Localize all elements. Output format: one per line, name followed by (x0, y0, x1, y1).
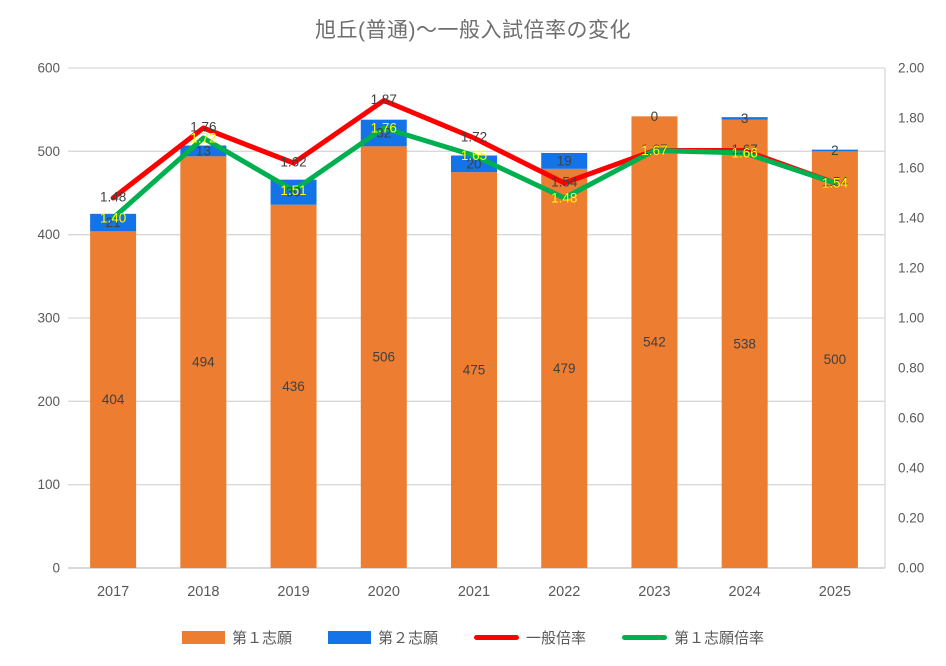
bar-segment-dai2-shigan (180, 145, 227, 157)
x-axis-category-label: 2023 (638, 584, 670, 600)
chart-legend: 第１志願 第２志願 一般倍率 第１志願倍率 (0, 622, 946, 652)
secondary-y-axis-tick-label: 0.40 (898, 461, 924, 476)
line-swatch-icon (474, 634, 519, 640)
line-value-label-dai1-bairitsu: 1.40 (100, 211, 126, 226)
y-axis-tick-label: 300 (37, 311, 60, 326)
bar-value-label-dai2: 32 (376, 126, 391, 141)
bar-value-label-dai1: 494 (192, 355, 215, 370)
secondary-y-axis-tick-label: 1.20 (898, 261, 924, 276)
x-axis-category-label: 2025 (819, 584, 851, 600)
x-axis-category-label: 2019 (277, 584, 309, 600)
line-value-label-dai1-bairitsu: 1.72 (190, 131, 216, 146)
bar-value-label-dai1: 500 (824, 352, 847, 367)
x-axis-category-label: 2017 (97, 584, 129, 600)
line-value-label-ippan: 1.87 (371, 92, 397, 107)
bar-segment-dai1-shigan (360, 146, 407, 569)
line-value-label-dai1-bairitsu: 1.66 (732, 146, 758, 161)
bar-value-label-dai1: 538 (733, 336, 756, 351)
line-value-label-dai1-bairitsu: 1.48 (551, 191, 577, 206)
secondary-y-axis-tick-label: 0.20 (898, 511, 924, 526)
bar-value-label-dai2: 0 (651, 109, 659, 124)
bar-segment-dai2-shigan (90, 213, 137, 232)
bar-segment-dai1-shigan (811, 151, 858, 569)
legend-item-dai2-shigan: 第２志願 (327, 627, 438, 648)
x-axis-category-label: 2021 (458, 584, 490, 600)
line-value-label-ippan: 1.48 (100, 190, 126, 205)
line-value-label-ippan: 1.67 (732, 142, 758, 157)
bar-value-label-dai2: 13 (196, 143, 211, 158)
bar-swatch-icon (181, 630, 225, 644)
line-value-label-dai1-bairitsu: 1.65 (461, 148, 487, 163)
bar-value-label-dai2: 19 (557, 153, 572, 168)
bar-value-label-dai1: 542 (643, 335, 666, 350)
line-value-label-ippan: 1.54 (822, 175, 849, 190)
bar-segment-dai2-shigan (811, 149, 858, 152)
bar-segment-dai1-shigan (451, 172, 497, 568)
bar-value-label-dai2: 20 (466, 156, 481, 171)
y-axis-tick-label: 600 (37, 61, 60, 76)
x-axis-category-label: 2020 (368, 584, 400, 600)
legend-item-ippan-bairitsu: 一般倍率 (474, 627, 586, 648)
chart-title: 旭丘(普通)～一般入試倍率の変化 (315, 19, 631, 42)
legend-label: 一般倍率 (526, 629, 587, 647)
bar-segment-dai1-shigan (270, 204, 317, 568)
y-axis-tick-label: 400 (37, 227, 60, 242)
bar-segment-dai1-shigan (180, 156, 227, 569)
line-value-label-dai1-bairitsu: 1.76 (371, 121, 397, 136)
bar-value-label-dai2: 30 (286, 185, 301, 200)
line-series-dai1-shigan-bairitsu (110, 125, 838, 221)
bar-value-label-dai1: 506 (373, 350, 396, 365)
legend-item-dai1-shigan: 第１志願 (181, 627, 292, 648)
secondary-y-axis-tick-label: 0.60 (898, 411, 924, 426)
y-axis-tick-label: 500 (37, 144, 60, 159)
bar-swatch-icon (327, 630, 371, 644)
legend-label: 第１志願 (231, 629, 292, 647)
bar-value-label-dai2: 3 (741, 111, 749, 126)
line-value-label-dai1-bairitsu: 1.54 (822, 176, 849, 191)
secondary-y-axis-tick-label: 1.40 (898, 211, 924, 226)
bar-value-label-dai2: 2 (831, 143, 839, 158)
x-axis-category-label: 2018 (187, 584, 219, 600)
secondary-y-axis-tick-label: 0.00 (898, 561, 924, 576)
bar-segment-dai2-shigan (541, 153, 588, 169)
bar-segment-dai1-shigan (90, 231, 137, 569)
x-axis-category-label: 2022 (548, 584, 580, 600)
secondary-y-axis-tick-label: 0.80 (898, 361, 924, 376)
line-swatch-icon (622, 634, 668, 640)
line-value-label-ippan: 1.54 (551, 175, 578, 190)
bar-segment-dai1-shigan (541, 168, 588, 569)
bar-segment-dai2-shigan (721, 117, 768, 120)
line-value-label-dai1-bairitsu: 1.51 (280, 183, 306, 198)
bar-value-label-dai2: 21 (106, 215, 121, 230)
bar-segment-dai1-shigan (721, 119, 768, 569)
bar-value-label-dai1: 404 (102, 392, 125, 407)
y-axis-tick-label: 0 (52, 561, 60, 576)
secondary-y-axis-tick-label: 2.00 (898, 61, 924, 76)
legend-label: 第２志願 (377, 629, 438, 647)
bar-segment-dai1-shigan (631, 116, 678, 568)
y-axis-tick-label: 100 (37, 477, 60, 492)
bar-value-label-dai1: 475 (463, 363, 486, 378)
line-value-label-ippan: 1.67 (641, 142, 667, 157)
legend-item-dai1-shigan-bairitsu: 第１志願倍率 (622, 627, 764, 648)
bar-value-label-dai1: 436 (282, 379, 305, 394)
line-value-label-ippan: 1.72 (461, 130, 487, 145)
secondary-y-axis-tick-label: 1.60 (898, 161, 924, 176)
line-value-label-ippan: 1.62 (280, 155, 306, 170)
line-value-label-dai1-bairitsu: 1.67 (641, 143, 667, 158)
legend-label: 第１志願倍率 (674, 629, 765, 647)
secondary-y-axis-tick-label: 1.00 (898, 311, 924, 326)
line-value-label-ippan: 1.76 (190, 120, 216, 135)
secondary-y-axis-tick-label: 1.80 (898, 111, 924, 126)
bar-value-label-dai1: 479 (553, 361, 576, 376)
x-axis-category-label: 2024 (729, 584, 761, 600)
y-axis-tick-label: 200 (37, 394, 60, 409)
